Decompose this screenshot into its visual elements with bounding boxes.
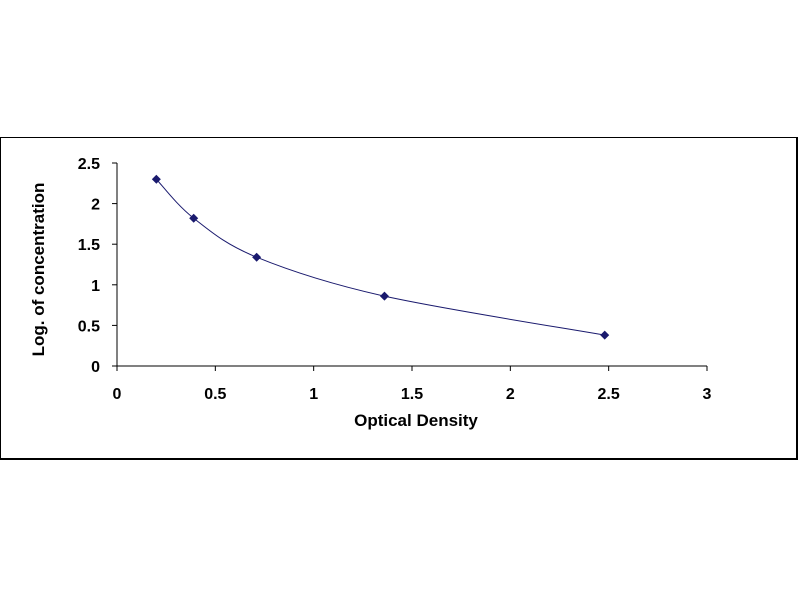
y-axis-title: Log. of concentration (29, 183, 48, 357)
y-tick-label: 0 (91, 359, 100, 376)
y-tick-label: 0.5 (78, 318, 100, 335)
y-ticks: 0 0.5 1 1.5 2 2.5 (78, 156, 117, 376)
chart-frame (0, 137, 798, 460)
x-tick-label: 1.5 (401, 386, 423, 403)
y-tick-label: 1 (91, 278, 100, 295)
x-tick-label: 1 (309, 386, 318, 403)
x-tick-label: 0.5 (204, 386, 226, 403)
axes (116, 163, 707, 367)
data-points (151, 174, 610, 340)
data-point-marker (379, 291, 389, 301)
x-axis-title: Optical Density (354, 411, 478, 430)
data-point-marker (151, 174, 161, 184)
y-tick-label: 2.5 (78, 156, 100, 173)
data-point-marker (252, 252, 262, 262)
y-tick-label: 2 (91, 197, 100, 214)
x-tick-label: 2 (506, 386, 515, 403)
x-tick-label: 3 (703, 386, 712, 403)
data-point-marker (189, 213, 199, 223)
trendline (155, 178, 605, 336)
x-ticks: 0 0.5 1 1.5 2 2.5 3 (113, 366, 712, 403)
data-point-marker (600, 330, 610, 340)
x-tick-label: 0 (113, 386, 122, 403)
y-tick-label: 1.5 (78, 237, 100, 254)
x-tick-label: 2.5 (598, 386, 620, 403)
